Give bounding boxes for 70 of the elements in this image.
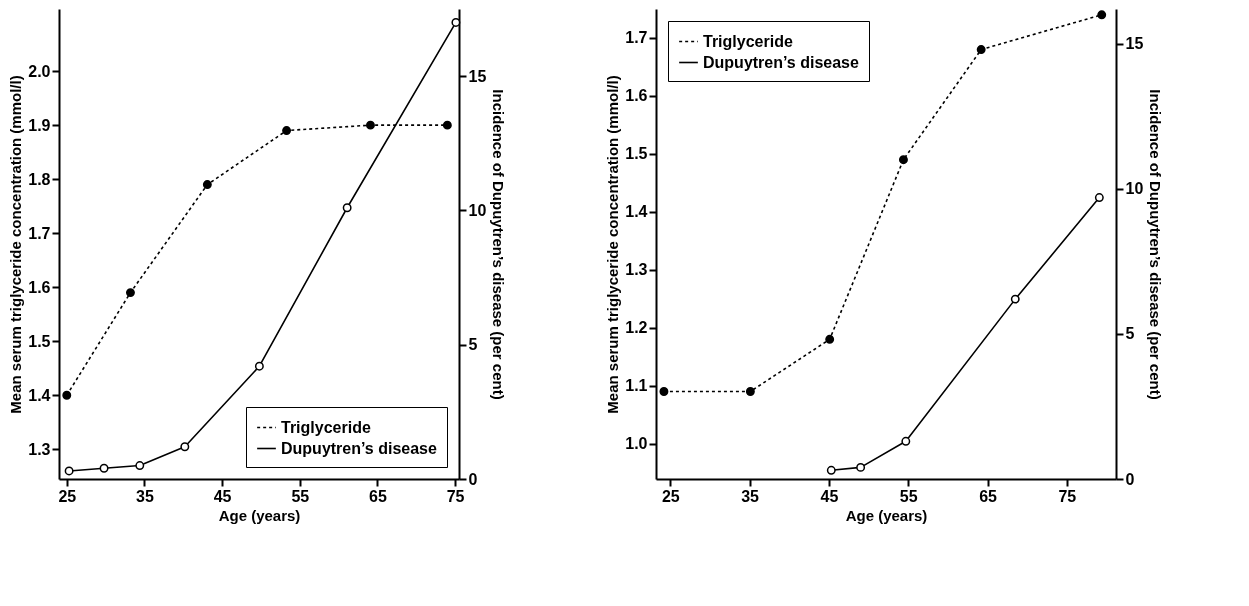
point <box>180 442 190 452</box>
y-tick-label: 1.6 <box>625 87 648 105</box>
point <box>442 120 452 130</box>
y-tick-label: 1.2 <box>625 319 648 337</box>
point <box>1094 193 1104 203</box>
y-tick-label: 1.8 <box>28 170 51 188</box>
point <box>126 288 135 298</box>
point <box>254 361 264 371</box>
x-tick-label: 45 <box>213 487 232 505</box>
y2-tick-label: 15 <box>1125 35 1144 53</box>
legend-label: Triglyceride <box>281 418 371 436</box>
x-tick-label: 75 <box>1058 487 1077 505</box>
x-tick-label: 35 <box>741 487 760 505</box>
y-axis-title: Mean serum triglyceride concentration (mmol/l) <box>7 75 25 414</box>
y2-tick-label: 5 <box>1125 325 1135 343</box>
point <box>99 463 109 473</box>
point <box>282 126 292 135</box>
point <box>745 387 755 396</box>
y-tick-label: 1.0 <box>625 435 648 453</box>
y2-axis-title: Incidence of Dupuytren’s disease (per cent) <box>490 89 508 400</box>
x-tick-label: 45 <box>820 487 839 505</box>
y2-tick-label: 10 <box>1125 180 1144 198</box>
y-tick-label: 1.3 <box>625 261 648 279</box>
x-tick-label: 65 <box>979 487 998 505</box>
y-tick-label: 1.4 <box>625 203 648 221</box>
point <box>366 120 375 130</box>
x-axis-title: Age (years) <box>218 506 301 524</box>
y-tick-label: 1.7 <box>625 29 648 47</box>
y-axis-title: Mean serum triglyceride concentration (mmol/l) <box>604 75 622 414</box>
y2-tick-label: 0 <box>1125 470 1135 488</box>
point <box>202 180 212 190</box>
y-tick-label: 2.0 <box>28 62 51 80</box>
y2-tick-label: 0 <box>468 470 478 488</box>
y-tick-label: 1.3 <box>28 440 51 458</box>
y2-tick-label: 5 <box>468 336 478 354</box>
point <box>62 390 72 400</box>
x-tick-label: 25 <box>58 487 77 505</box>
y-tick-label: 1.1 <box>625 377 648 395</box>
point <box>1097 10 1107 20</box>
x-axis-title: Age (years) <box>845 506 928 524</box>
legend-label: Dupuytren’s disease <box>703 53 860 71</box>
y-tick-label: 1.6 <box>28 278 51 296</box>
y-tick-label: 1.9 <box>28 116 51 134</box>
legend-label: Dupuytren’s disease <box>281 439 438 457</box>
legend-label: Triglyceride <box>703 32 793 50</box>
y-tick-label: 1.4 <box>28 386 51 404</box>
point <box>135 461 145 471</box>
point <box>976 45 986 55</box>
point <box>64 466 74 476</box>
x-tick-label: 35 <box>136 487 154 505</box>
x-tick-label: 55 <box>899 487 918 505</box>
point <box>856 462 866 472</box>
point <box>825 334 835 344</box>
y-tick-label: 1.5 <box>625 145 648 163</box>
point <box>659 387 669 396</box>
y-tick-label: 1.7 <box>28 224 51 242</box>
point <box>1010 294 1020 304</box>
y2-tick-label: 15 <box>468 67 487 85</box>
x-tick-label: 25 <box>661 487 680 505</box>
y2-tick-label: 10 <box>468 201 487 219</box>
point <box>898 155 908 165</box>
y-tick-label: 1.5 <box>28 332 51 350</box>
x-tick-label: 65 <box>369 487 387 505</box>
point <box>826 465 836 475</box>
x-tick-label: 55 <box>291 487 310 505</box>
point <box>451 17 461 27</box>
point <box>901 436 911 446</box>
x-tick-label: 75 <box>446 487 465 505</box>
y2-axis-title: Incidence of Dupuytren’s disease (per cent) <box>1147 89 1165 400</box>
point <box>342 203 352 213</box>
